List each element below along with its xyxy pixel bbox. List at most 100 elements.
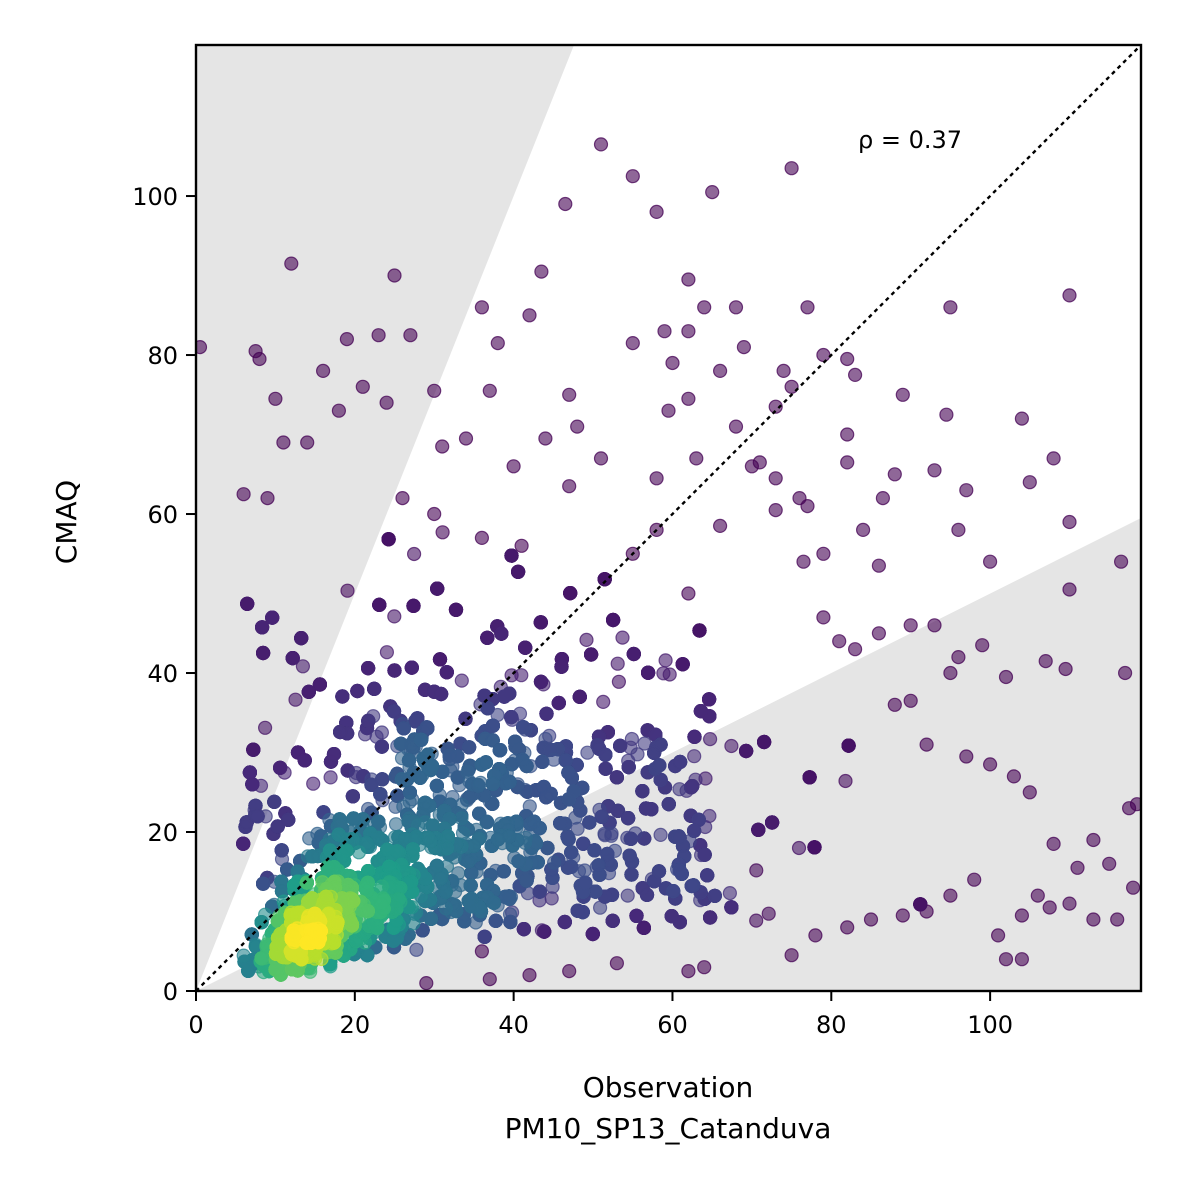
scatter-point [657,324,672,339]
scatter-point [375,772,390,787]
scatter-point [562,387,577,402]
scatter-point [381,532,396,547]
scatter-point [367,681,382,697]
scatter-point [252,351,267,367]
scatter-point [414,732,429,747]
scatter-point [1113,554,1129,569]
scatter-point [464,899,479,914]
scatter-point [533,615,548,630]
scatter-point [687,729,702,745]
scatter-point [967,872,982,887]
scatter-point [615,630,630,645]
scatter-point [951,522,966,538]
scatter-point [749,913,764,928]
scatter-point [649,471,664,486]
scatter-point [871,558,887,573]
scatter-point [1006,769,1022,784]
scatter-point [649,204,664,219]
scatter-point [1014,952,1030,967]
scatter-point [816,546,831,561]
scatter-point [1014,411,1030,426]
scatter-point [236,948,251,963]
scatter-point [460,764,475,779]
scatter-point [681,963,696,979]
scatter-point [1046,836,1061,852]
scatter-point [454,811,469,826]
scatter-point [1129,797,1141,812]
scatter-point [335,848,350,863]
scatter-point [701,692,717,707]
scatter-point [380,842,395,857]
scatter-point [350,683,365,699]
scatter-point [419,975,434,991]
scatter-point [429,858,444,873]
scatter-point [490,832,506,847]
scatter-point [503,914,518,930]
scatter-point [466,838,481,853]
scatter-point [1046,451,1061,466]
scatter-point [597,572,612,587]
scatter-point [577,863,592,878]
scatter-point [666,883,681,899]
scatter-point [516,921,532,937]
scatter-point [664,908,679,924]
scatter-point [681,324,696,339]
scatter-point [1022,785,1037,800]
scatter-point [816,610,831,625]
scatter-point [697,300,712,315]
scatter-point [294,630,309,646]
scatter-point [728,300,744,315]
scatter-point [285,650,300,666]
scatter-point [665,355,680,371]
scatter-point [927,618,942,633]
scatter-point [284,256,299,271]
scatter-point [510,564,526,579]
scatter-point [1062,288,1077,303]
scatter-point [288,692,303,707]
scatter-point [1022,475,1037,490]
scatter-point [477,688,492,703]
scatter-point [610,656,625,671]
scatter-point [425,818,440,833]
scatter-point [751,822,766,837]
scatter-point [959,749,974,764]
scatter-point [564,845,579,860]
scatter-point [635,783,650,799]
scatter-point [784,161,799,176]
scatter-point [250,809,265,824]
scatter-point [379,395,394,410]
scatter-point [863,912,879,927]
scatter-point [496,864,511,879]
scatter-point [379,645,394,660]
scatter-point [480,701,495,716]
scatter-point [681,272,696,287]
scatter-point [316,363,331,378]
scatter-point [784,948,799,963]
scatter-point [295,659,310,674]
scatter-point [887,467,902,482]
scatter-point [578,875,593,891]
scatter-point [514,538,529,553]
scatter-point [672,782,687,797]
scatter-point [274,843,289,858]
scatter-point [840,455,855,470]
scatter-point [438,884,453,899]
scatter-point [1042,900,1057,915]
scatter-point [236,487,251,502]
scatter-point [728,419,744,434]
scatter-point [840,427,855,442]
scatter-point [620,888,635,903]
scatter-point [562,963,577,979]
scatter-point [511,854,526,869]
scatter-point [800,300,815,315]
scatter-point [640,665,656,680]
scatter-point [624,867,639,882]
scatter-point [871,626,887,641]
scatter-point [405,842,420,857]
scatter-point [551,695,566,711]
scatter-point [672,754,688,770]
scatter-point [403,328,418,343]
scatter-point [421,830,436,845]
scatter-point [297,753,312,768]
scatter-point [557,914,572,930]
